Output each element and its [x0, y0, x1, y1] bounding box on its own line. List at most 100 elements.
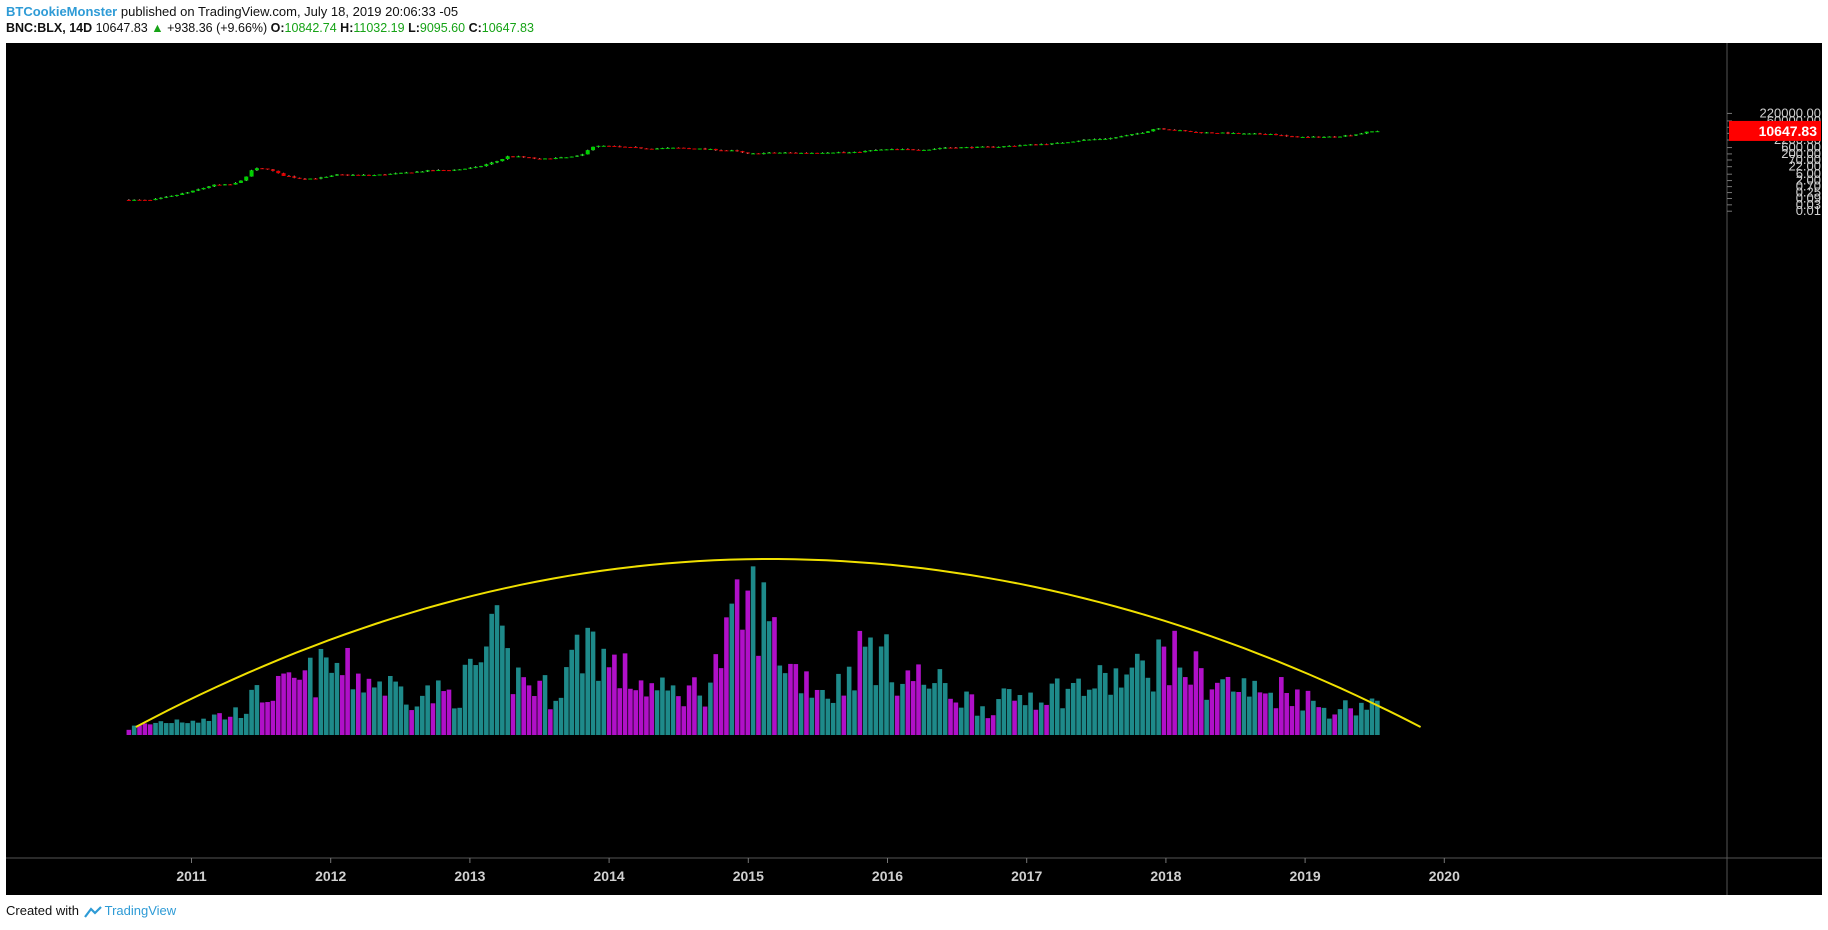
candle-body	[1124, 135, 1129, 137]
candle	[996, 146, 1001, 148]
volume-bar	[532, 696, 537, 735]
candle-body	[1183, 130, 1188, 132]
candle-body	[1268, 134, 1273, 136]
volume-bar	[446, 689, 452, 735]
candle-body	[1188, 131, 1193, 133]
time-tick-label: 2013	[454, 868, 485, 884]
candle-body	[1017, 145, 1022, 147]
candle-body	[1220, 132, 1225, 134]
volume-bar	[1343, 700, 1348, 735]
candle-body	[1263, 134, 1268, 136]
volume-bar	[275, 675, 281, 735]
created-with-label: Created with	[6, 903, 79, 918]
volume-bar	[1172, 630, 1177, 735]
candle	[937, 147, 942, 150]
time-tick-label: 2012	[315, 868, 346, 884]
candle	[836, 151, 841, 154]
candle-body	[644, 148, 649, 150]
candle	[1236, 132, 1241, 135]
volume-bar	[1022, 705, 1028, 735]
time-tick-label: 2018	[1150, 868, 1181, 884]
candle	[473, 166, 478, 169]
candle	[665, 147, 670, 149]
candle-body	[676, 147, 681, 149]
candle-body	[153, 198, 158, 201]
candle	[980, 146, 985, 148]
candle	[911, 149, 916, 151]
candle	[500, 158, 505, 162]
volume-bar	[782, 673, 788, 735]
open-value: 10842.74	[284, 21, 337, 35]
volume-bar	[147, 724, 153, 735]
candle	[985, 146, 990, 148]
volume-bar	[542, 675, 548, 735]
time-axis[interactable]: 2011 2012 2013 2014 2015 2016 2017 2018 2019 2020	[176, 858, 1460, 884]
volume-bar	[185, 723, 190, 735]
volume-bar	[1316, 707, 1321, 735]
candle	[382, 173, 387, 176]
candle-body	[612, 145, 617, 147]
candle-body	[1348, 135, 1353, 137]
volume-bar	[628, 688, 633, 735]
volume-bar	[1044, 704, 1049, 735]
volume-bar	[505, 648, 510, 735]
volume-bar	[734, 579, 740, 735]
candle	[633, 146, 638, 149]
candle	[1204, 131, 1209, 134]
candle-body	[831, 152, 836, 154]
arc-curve	[135, 558, 1422, 728]
candle-body	[671, 147, 676, 149]
candle-body	[222, 184, 227, 186]
volume-bar	[158, 721, 164, 735]
candle	[532, 157, 537, 160]
price-chart[interactable]: 220000.0060000.0020000.007000.002200.006…	[6, 43, 1822, 895]
candle	[1156, 128, 1161, 130]
candle-body	[1375, 131, 1380, 133]
candle	[879, 149, 884, 151]
candle	[516, 155, 521, 158]
volume-bar	[569, 649, 575, 735]
candle-body	[777, 152, 782, 154]
candle	[228, 184, 233, 186]
candle	[969, 146, 974, 149]
candle	[772, 152, 777, 154]
volume-bar	[868, 637, 873, 735]
candle-body	[580, 154, 585, 156]
candle	[943, 147, 948, 149]
candle-body	[425, 170, 430, 172]
close-label: C:	[468, 21, 482, 35]
candle	[521, 156, 526, 158]
volume-bar	[126, 729, 132, 735]
candle-body	[1204, 132, 1209, 134]
candle	[1001, 146, 1006, 148]
price-tick-label: 0.01	[1796, 203, 1821, 218]
candle	[174, 194, 179, 197]
price-tick-label: 0.03	[1796, 197, 1821, 212]
volume-bar	[521, 677, 526, 735]
candle	[1290, 135, 1295, 138]
author-name[interactable]: BTCookieMonster	[6, 4, 118, 19]
volume-bar	[270, 700, 276, 735]
candle	[873, 149, 878, 152]
low-label: L:	[408, 21, 420, 35]
candle-body	[281, 173, 286, 176]
candle	[921, 149, 926, 151]
volume-bar	[953, 702, 959, 735]
candle-body	[270, 169, 275, 171]
volume-bar	[1215, 682, 1220, 735]
last-price-marker: 10647.83	[1729, 120, 1821, 141]
candle-body	[1290, 136, 1295, 138]
candle	[212, 184, 217, 188]
volume-bar	[1231, 691, 1236, 735]
volume-bar	[649, 683, 655, 735]
volume-bar	[1006, 689, 1012, 735]
volume-bar	[323, 657, 329, 735]
candle	[1257, 132, 1262, 135]
candle-body	[436, 170, 441, 172]
volume-bar	[233, 707, 238, 735]
tradingview-link[interactable]: TradingView	[104, 903, 177, 918]
volume-bar	[1332, 714, 1337, 735]
candle-body	[361, 174, 366, 176]
candle	[425, 169, 430, 173]
price-tick-label: 6.00	[1796, 166, 1821, 181]
